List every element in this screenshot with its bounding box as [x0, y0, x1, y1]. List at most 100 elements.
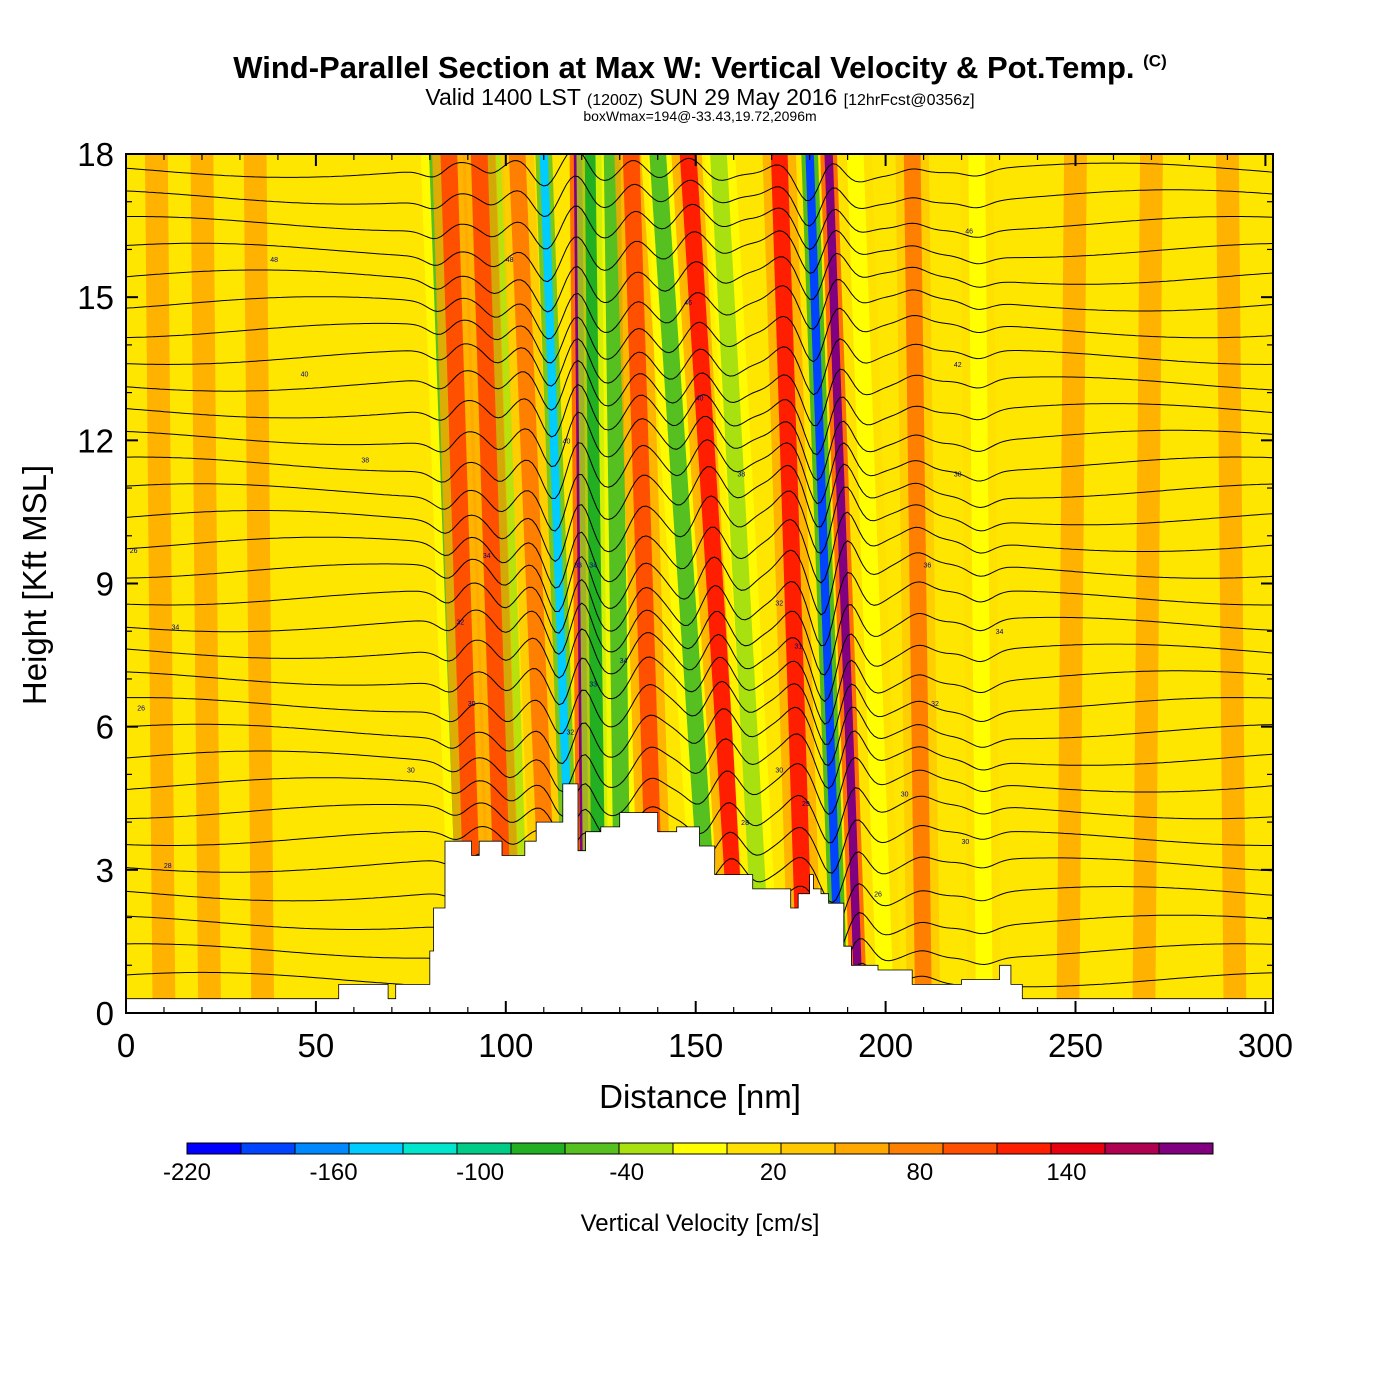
contour-label: 46 — [684, 300, 692, 307]
contour-label: 30 — [468, 701, 476, 708]
vv-band-core — [968, 154, 993, 1013]
colorbar-swatch — [996, 1142, 1052, 1155]
theta-contour-line — [126, 602, 1273, 676]
contour-label: 28 — [164, 863, 172, 870]
vv-band-core — [622, 154, 667, 1013]
colorbar-swatch — [294, 1142, 350, 1155]
y-tick-label: 18 — [77, 136, 114, 173]
colorbar-swatch — [672, 1142, 728, 1155]
contour-label: 36 — [923, 562, 931, 569]
colorbar-swatch — [618, 1142, 674, 1155]
theta-contour-line — [126, 540, 1273, 616]
theta-contour-line — [126, 359, 1273, 427]
contour-label: 31 — [794, 644, 802, 651]
theta-contour-line — [126, 628, 1273, 703]
vv-band-core — [805, 154, 845, 1013]
valid-date: SUN 29 May 2016 — [649, 84, 838, 110]
contour-label: 28 — [741, 820, 749, 827]
theta-contour-line — [126, 175, 1273, 227]
y-tick-label: 15 — [77, 279, 114, 316]
y-axis-title: Height [Kft MSL] — [16, 465, 53, 705]
x-tick-label: 50 — [298, 1027, 335, 1064]
contour-label: 46 — [965, 228, 973, 235]
colorbar-swatch — [564, 1142, 620, 1155]
copyright-mark: (C) — [1143, 51, 1167, 71]
theta-contour-line — [126, 463, 1273, 532]
vv-band-core — [603, 154, 632, 1013]
colorbar-swatch — [726, 1142, 782, 1155]
colorbar-swatch — [834, 1142, 890, 1155]
contour-label: 30 — [775, 768, 783, 775]
theta-contour-line — [126, 730, 1273, 793]
vv-band-core — [710, 154, 773, 1013]
contour-label: 29 — [802, 801, 810, 808]
theta-contour-line — [126, 279, 1273, 340]
theta-contour-line — [126, 307, 1273, 364]
colorbar-tick-label: -100 — [456, 1159, 504, 1186]
theta-contour-line — [126, 338, 1273, 396]
contour-label: 40 — [301, 372, 309, 379]
y-tick-label: 3 — [96, 852, 114, 889]
colorbar-swatch — [186, 1142, 242, 1155]
colorbar-swatch — [510, 1142, 566, 1155]
valid-utc: (1200Z) — [586, 92, 643, 109]
chart-title-text: Wind-Parallel Section at Max W: Vertical… — [233, 50, 1135, 85]
vv-band-core — [508, 154, 560, 1013]
contour-label: 48 — [270, 257, 278, 264]
theta-contour-line — [126, 656, 1273, 725]
contour-label: 32 — [775, 601, 783, 608]
colorbar-swatch — [456, 1142, 512, 1155]
contour-label: 30 — [407, 768, 415, 775]
contour-label: 30 — [961, 839, 969, 846]
chart-subtitle: Valid 1400 LST (1200Z) SUN 29 May 2016 [… — [0, 84, 1400, 111]
contour-label: 32 — [566, 729, 574, 736]
y-tick-label: 0 — [96, 995, 114, 1032]
x-axis-title: Distance [nm] — [599, 1078, 801, 1115]
y-tick-label: 6 — [96, 709, 114, 746]
theta-contour-line — [126, 511, 1273, 589]
x-tick-label: 250 — [1048, 1027, 1103, 1064]
colorbar-tick-label: -40 — [609, 1159, 644, 1186]
vv-band-core — [846, 154, 894, 1013]
contour-label: 33 — [589, 682, 597, 689]
theta-contour-line — [126, 229, 1273, 283]
theta-contour-line — [126, 439, 1273, 505]
contour-label: 38 — [954, 472, 962, 479]
contour-label: 34 — [996, 629, 1004, 636]
contour-label: 26 — [137, 706, 145, 713]
theta-contour-line — [126, 756, 1273, 817]
contour-label: 38 — [361, 457, 369, 464]
terrain-mask — [126, 783, 1273, 1013]
contour-label: 26 — [874, 892, 882, 899]
colorbar: -220 -160 -100 -40 20 80 140 — [163, 1142, 1214, 1186]
x-tick-label: 150 — [668, 1027, 723, 1064]
theta-contour-line — [126, 411, 1273, 481]
colorbar-swatch — [402, 1142, 458, 1155]
contour-label: 38 — [737, 472, 745, 479]
theta-contour-line — [126, 486, 1273, 563]
contour-label: 26 — [130, 548, 138, 555]
contour-label: 42 — [954, 362, 962, 369]
y-tick-label: 12 — [77, 422, 114, 459]
vv-band-core — [679, 154, 750, 1013]
vv-band-core — [770, 154, 815, 1013]
y-tick-label: 9 — [96, 566, 114, 603]
colorbar-tick-label: 20 — [760, 1159, 787, 1186]
vv-background-streak — [190, 154, 221, 1013]
colorbar-swatch — [1158, 1142, 1214, 1155]
vv-background-streak — [243, 154, 275, 1013]
vv-background-streak — [144, 154, 176, 1013]
theta-contour-line — [126, 680, 1273, 745]
vv-background-streak — [1216, 154, 1247, 1013]
colorbar-swatch — [780, 1142, 836, 1155]
vv-background-streak — [1132, 154, 1163, 1013]
vertical-velocity-field — [144, 154, 1247, 1013]
colorbar-swatch — [942, 1142, 998, 1155]
colorbar-swatch — [348, 1142, 404, 1155]
colorbar-swatch — [240, 1142, 296, 1155]
colorbar-tick-label: -160 — [310, 1159, 358, 1186]
colorbar-swatch — [1104, 1142, 1160, 1155]
colorbar-swatch — [888, 1142, 944, 1155]
vv-band-core — [440, 154, 484, 1013]
